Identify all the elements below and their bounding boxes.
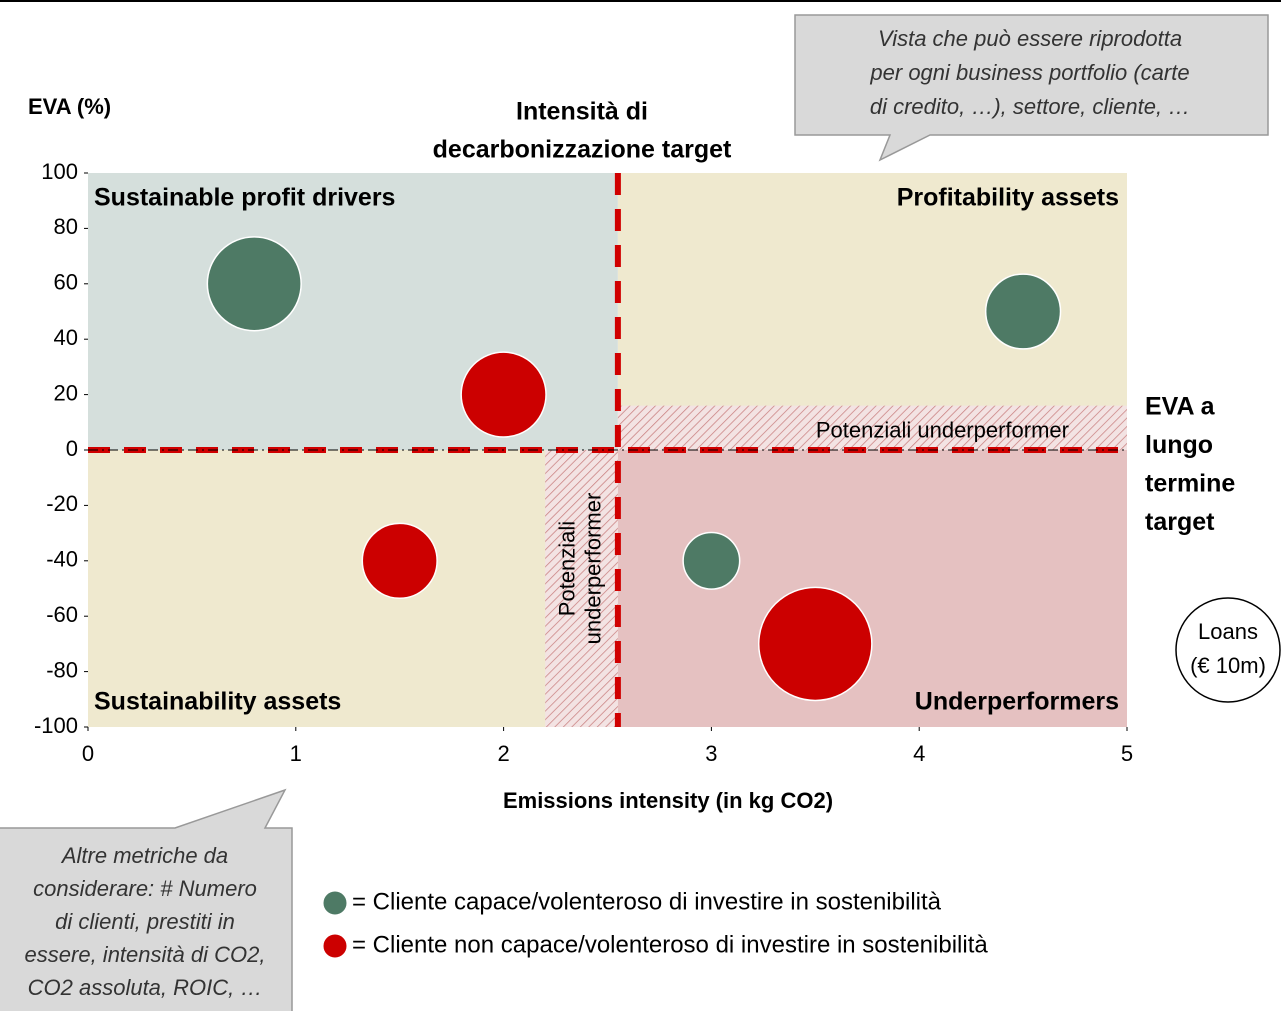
y-target-label: EVA a	[1145, 393, 1216, 421]
callout-box	[794, 14, 1269, 162]
quadrant-label: Profitability assets	[897, 184, 1119, 212]
bubble	[206, 236, 302, 332]
y-axis-label: EVA (%)	[28, 94, 111, 119]
legend-marker	[322, 933, 348, 959]
callout-text: di credito, …), settore, cliente, …	[870, 94, 1190, 119]
callout-text: per ogni business portfolio (carte	[869, 60, 1189, 85]
callout-text: di clienti, prestiti in	[55, 909, 235, 934]
x-target-label: Intensità di	[516, 98, 648, 126]
bubble	[361, 522, 438, 599]
hatched-zone	[617, 405, 1127, 450]
x-axis-label: Emissions intensity (in kg CO2)	[503, 788, 833, 813]
legend-marker	[322, 890, 348, 916]
callout-text: CO2 assoluta, ROIC, …	[28, 975, 263, 1000]
quadrant-label: Sustainable profit drivers	[94, 184, 395, 212]
bubble	[984, 273, 1062, 350]
callout-text: considerare: # Numero	[33, 876, 257, 901]
x-tick-label: 1	[290, 741, 302, 766]
x-tick-label: 4	[913, 741, 925, 766]
y-target-label: target	[1145, 508, 1215, 536]
top-rule	[0, 0, 1281, 2]
legend-label: = Cliente non capace/volenteroso di inve…	[352, 931, 988, 958]
y-target-label: termine	[1145, 470, 1235, 498]
y-tick-label: 100	[41, 159, 78, 184]
x-tick-label: 3	[705, 741, 717, 766]
y-tick-label: 80	[54, 214, 78, 239]
y-tick-label: 60	[54, 270, 78, 295]
size-legend-circle	[1175, 597, 1281, 703]
y-tick-label: 20	[54, 380, 78, 405]
quadrant	[617, 450, 1127, 727]
size-legend-label: Loans	[1198, 619, 1258, 644]
y-tick-label: -40	[46, 547, 78, 572]
callout-text: Altre metriche da	[60, 843, 228, 868]
x-tick-label: 2	[497, 741, 509, 766]
zone-label: Potenziali underperformer	[816, 417, 1069, 442]
zone-label: Potenziali	[554, 521, 579, 616]
callout-text: essere, intensità di CO2,	[25, 942, 266, 967]
bubble	[757, 586, 873, 702]
x-tick-label: 0	[82, 741, 94, 766]
bubble	[682, 531, 741, 590]
callout-box	[0, 788, 293, 1011]
x-target-label: decarbonizzazione target	[433, 136, 732, 164]
zone-label: underperformer	[580, 493, 605, 645]
y-tick-label: -80	[46, 657, 78, 682]
y-tick-label: 40	[54, 325, 78, 350]
hatched-zone	[545, 450, 618, 727]
x-tick-label: 5	[1121, 741, 1133, 766]
quadrant-label: Underperformers	[915, 688, 1119, 716]
y-tick-label: -100	[34, 713, 78, 738]
callout-text: Vista che può essere riprodotta	[878, 26, 1182, 51]
y-tick-label: -60	[46, 602, 78, 627]
quadrant-label: Sustainability assets	[94, 688, 341, 716]
y-tick-label: -20	[46, 491, 78, 516]
quadrant	[88, 450, 618, 727]
y-target-label: lungo	[1145, 431, 1213, 459]
bubble	[460, 351, 547, 438]
legend-label: = Cliente capace/volenteroso di investir…	[352, 888, 942, 915]
y-tick-label: 0	[66, 436, 78, 461]
size-legend-label: (€ 10m)	[1190, 653, 1266, 678]
